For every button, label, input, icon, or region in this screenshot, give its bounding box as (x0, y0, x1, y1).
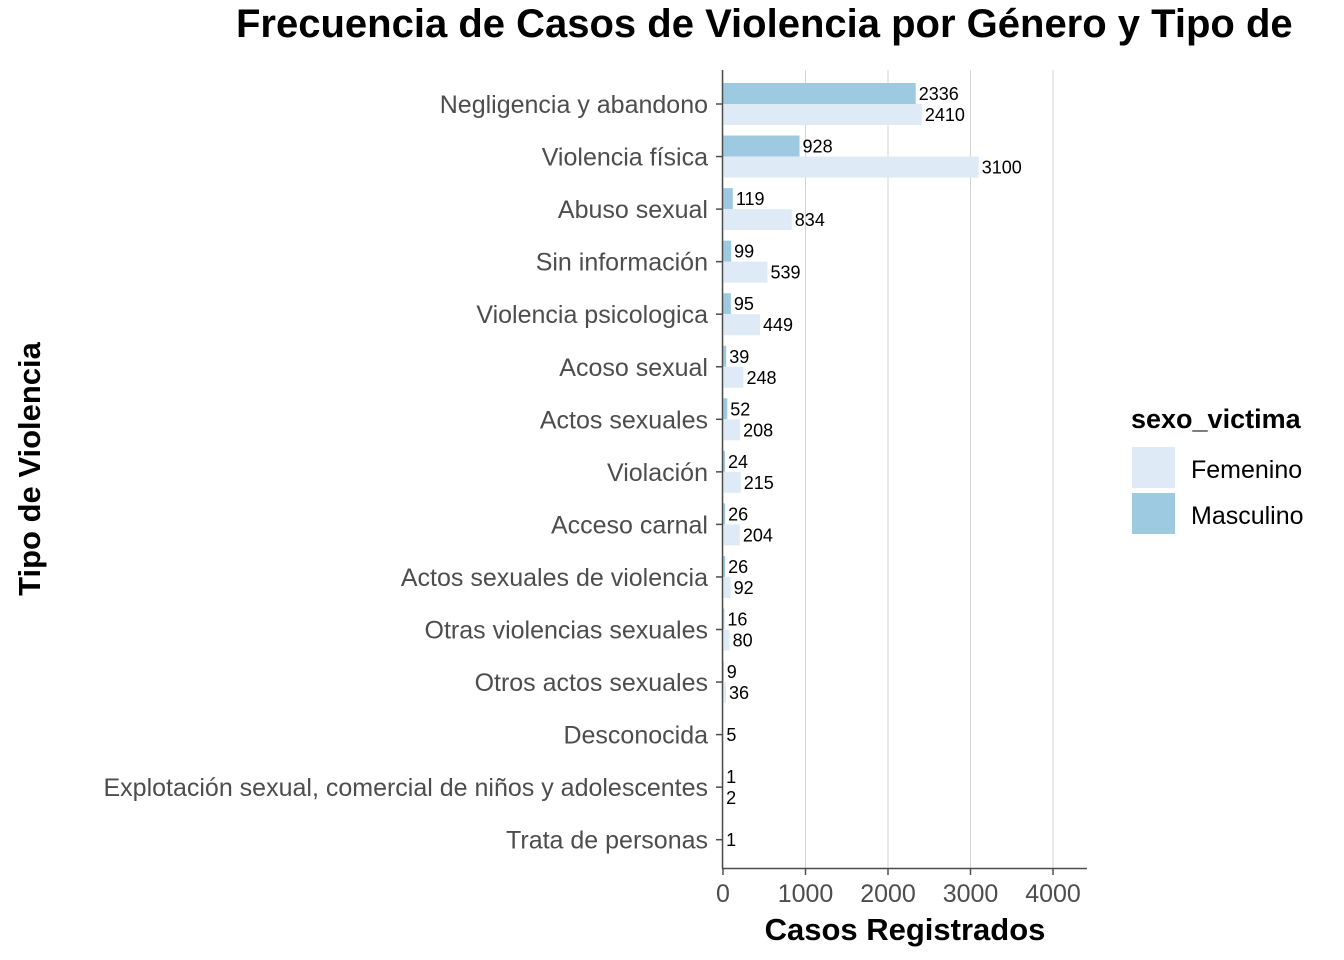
value-label-femenino: 1 (726, 830, 736, 850)
category-label-actos-sexuales-de-violencia: Actos sexuales de violencia (401, 564, 708, 592)
category-label-violencia-fisica: Violencia física (542, 144, 708, 172)
category-label-otras-violencias-sexuales: Otras violencias sexuales (425, 617, 708, 645)
category-label-negligencia-y-abandono: Negligencia y abandono (440, 91, 708, 119)
bar-masculino (723, 135, 800, 157)
x-axis-ticks: 0 1000 2000 3000 4000 (716, 869, 1081, 908)
value-label-masculino: 26 (728, 557, 748, 577)
value-label-femenino: 80 (733, 631, 753, 651)
bar-femenino (723, 419, 741, 441)
value-label-femenino: 5 (726, 725, 736, 745)
value-label-femenino: 215 (744, 473, 774, 493)
bar-masculino (723, 293, 731, 315)
bar-masculino (723, 503, 726, 525)
bar-masculino (723, 608, 725, 630)
category-label-violencia-psicologica: Violencia psicologica (476, 301, 708, 329)
value-label-femenino: 2 (726, 788, 736, 808)
category-label-violacion: Violación (607, 459, 708, 487)
value-label-masculino: 2336 (919, 84, 959, 104)
legend-swatch-femenino (1132, 447, 1175, 488)
bar-femenino (723, 209, 792, 231)
category-label-sin-informacion: Sin información (536, 249, 708, 277)
y-axis-title: Tipo de Violencia (12, 341, 47, 596)
category-label-otros-actos-sexuales: Otros actos sexuales (475, 669, 708, 697)
bar-femenino (723, 629, 730, 651)
bar-femenino (723, 314, 761, 336)
category-label-acoso-sexual: Acoso sexual (559, 354, 708, 382)
grid-lines (722, 70, 1054, 868)
value-label-femenino: 36 (729, 683, 749, 703)
value-label-masculino: 928 (803, 137, 833, 157)
legend: sexo_victima Femenino Masculino (1131, 404, 1304, 534)
value-label-masculino: 95 (734, 294, 754, 314)
bar-femenino (723, 156, 979, 178)
category-label-trata-de-personas: Trata de personas (506, 827, 708, 855)
value-label-masculino: 119 (736, 189, 765, 209)
x-axis-title: Casos Registrados (765, 912, 1046, 947)
value-label-femenino: 834 (795, 210, 825, 230)
value-label-femenino: 3100 (982, 158, 1022, 178)
category-label-actos-sexuales: Actos sexuales (540, 406, 708, 434)
legend-title: sexo_victima (1131, 404, 1302, 434)
x-tick-label: 3000 (943, 880, 999, 908)
value-label-masculino: 26 (728, 504, 748, 524)
bar-masculino (723, 345, 727, 367)
bar-femenino (723, 261, 768, 283)
value-labels: 2336241092831001198349953995449392485220… (726, 84, 1022, 850)
category-label-acceso-carnal: Acceso carnal (551, 511, 708, 539)
value-label-masculino: 39 (729, 347, 749, 367)
bars (723, 83, 979, 851)
value-label-masculino: 16 (727, 610, 747, 630)
value-label-masculino: 52 (730, 399, 750, 419)
bar-femenino (723, 524, 740, 546)
value-label-femenino: 449 (763, 315, 793, 335)
y-axis-categories: Negligencia y abandono Violencia física Ab… (103, 91, 722, 855)
value-label-masculino: 24 (728, 452, 748, 472)
value-label-femenino: 248 (746, 368, 776, 388)
bar-femenino (723, 682, 726, 704)
value-label-femenino: 208 (743, 420, 773, 440)
bar-masculino (723, 188, 733, 210)
category-label-abuso-sexual: Abuso sexual (558, 196, 708, 224)
value-label-femenino: 539 (770, 263, 800, 283)
value-label-femenino: 92 (734, 578, 754, 598)
bar-masculino (723, 450, 725, 472)
x-tick-label: 0 (716, 880, 730, 908)
category-label-desconocida: Desconocida (563, 722, 708, 750)
bar-masculino (723, 240, 732, 262)
bar-masculino (723, 661, 724, 683)
bar-masculino (723, 555, 726, 577)
bar-femenino (723, 471, 741, 493)
bar-masculino (723, 83, 916, 104)
category-label-explotacion-sexual-comercial-de-ninos-y-adolescentes: Explotación sexual, comercial de niños y… (103, 774, 708, 802)
legend-label-femenino: Femenino (1191, 456, 1302, 484)
bar-femenino (723, 104, 922, 125)
bar-femenino (723, 366, 744, 388)
legend-label-masculino: Masculino (1191, 502, 1304, 530)
bar-femenino (723, 576, 731, 598)
x-tick-label: 1000 (778, 880, 834, 908)
legend-swatch-masculino (1132, 493, 1175, 534)
value-label-masculino: 99 (734, 242, 754, 262)
x-tick-label: 4000 (1025, 880, 1081, 908)
value-label-masculino: 9 (727, 662, 737, 682)
value-label-masculino: 1 (726, 767, 736, 787)
x-tick-label: 2000 (860, 880, 916, 908)
value-label-femenino: 204 (743, 525, 773, 545)
chart-title: Frecuencia de Casos de Violencia por Gén… (236, 2, 1293, 46)
value-label-femenino: 2410 (925, 105, 965, 125)
bar-masculino (723, 398, 728, 420)
